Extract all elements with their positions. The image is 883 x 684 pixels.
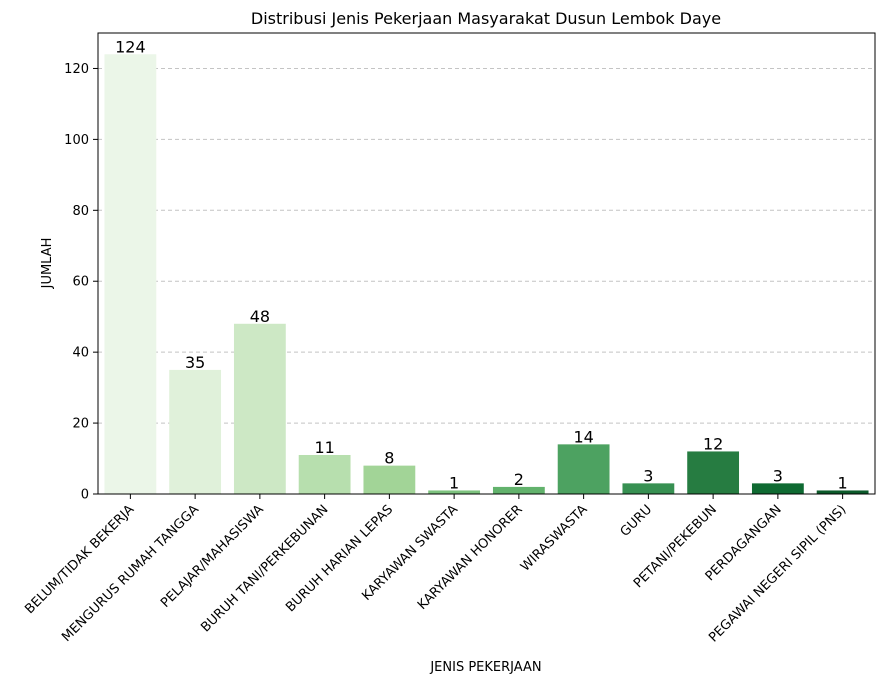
bar — [104, 54, 157, 495]
x-tick-label: GURU — [618, 502, 656, 540]
bar — [687, 451, 740, 494]
bar-value-label: 3 — [773, 466, 783, 485]
bar — [751, 483, 804, 494]
bars — [104, 54, 869, 495]
y-tick-label: 40 — [72, 346, 89, 361]
bar-value-label: 48 — [250, 307, 270, 326]
bar — [492, 486, 545, 494]
bar-value-label: 11 — [314, 438, 334, 457]
bar — [169, 369, 222, 494]
y-tick-label: 120 — [64, 62, 89, 77]
bar-value-label: 124 — [115, 37, 146, 56]
x-tick-label: WIRASWASTA — [518, 502, 591, 575]
bar — [816, 490, 869, 494]
bar — [428, 490, 481, 494]
y-tick-label: 100 — [64, 133, 89, 148]
bar — [622, 483, 675, 494]
x-tick-label: MENGURUS RUMAH TANGGA — [59, 502, 202, 645]
bar-value-label: 14 — [573, 427, 593, 446]
x-tick-label: KARYAWAN HONORER — [415, 502, 526, 613]
x-tick-label: PEGAWAI NEGERI SIPIL (PNS) — [706, 502, 849, 645]
bar — [233, 323, 286, 494]
x-axis-label: JENIS PEKERJAAN — [429, 660, 541, 675]
bar-value-label: 8 — [384, 449, 394, 468]
y-tick-label: 20 — [72, 417, 89, 432]
x-tick-label: BURUH HARIAN LEPAS — [283, 502, 396, 615]
bar-value-label: 35 — [185, 353, 205, 372]
bar-value-label: 1 — [449, 473, 459, 492]
bar-value-label: 3 — [643, 466, 653, 485]
y-axis-ticks: 0 20 40 60 80 100 120 — [64, 62, 98, 503]
y-tick-label: 60 — [72, 275, 89, 290]
bar — [557, 444, 610, 494]
y-tick-label: 0 — [81, 488, 89, 503]
y-axis-label: JUMLAH — [40, 238, 55, 290]
bar-value-label: 12 — [703, 434, 723, 453]
bar — [363, 465, 416, 494]
chart-title: Distribusi Jenis Pekerjaan Masyarakat Du… — [251, 9, 721, 28]
bar — [298, 454, 351, 494]
gridlines — [98, 67, 875, 424]
plot-frame — [97, 32, 876, 495]
x-tick-label: BURUH TANI/PERKEBUNAN — [198, 502, 331, 635]
x-tick-label: BELUM/TIDAK BEKERJA — [22, 502, 137, 617]
bar-value-label: 1 — [838, 473, 848, 492]
y-tick-label: 80 — [72, 204, 89, 219]
bar-value-label: 2 — [514, 470, 524, 489]
